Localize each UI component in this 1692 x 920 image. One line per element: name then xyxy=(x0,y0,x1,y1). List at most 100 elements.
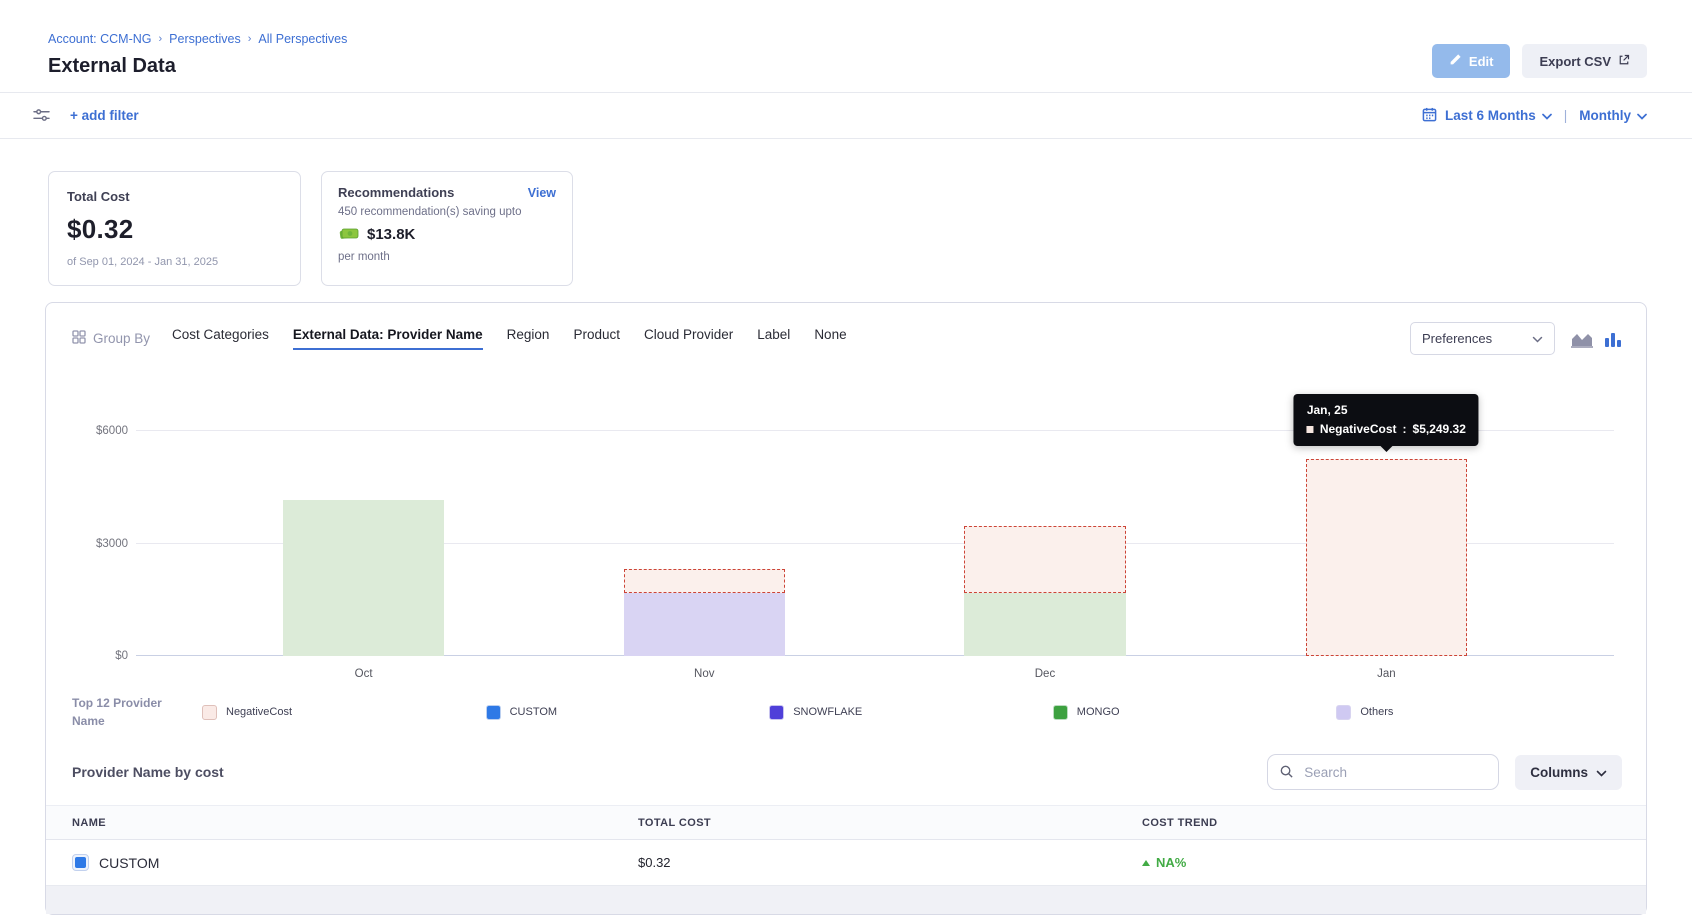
breadcrumb-separator: › xyxy=(158,33,163,45)
legend-label: Others xyxy=(1360,706,1394,718)
tooltip-series-bullet xyxy=(1306,425,1314,433)
summary-cards: Total Cost $0.32 of Sep 01, 2024 - Jan 3… xyxy=(0,139,1692,286)
cost-chart: Jan, 25 NegativeCost : $5,249.32 $0 $3000… xyxy=(74,369,1618,684)
preferences-dropdown[interactable]: Preferences xyxy=(1410,322,1555,355)
chevron-down-icon xyxy=(1637,108,1647,123)
group-by-label: Group By xyxy=(93,331,151,346)
tooltip-separator: : xyxy=(1402,422,1407,437)
gridline xyxy=(136,542,1614,544)
view-recommendations-link[interactable]: View xyxy=(527,185,556,200)
tab-product[interactable]: Product xyxy=(573,327,620,342)
breadcrumb-link[interactable]: Perspectives xyxy=(169,32,241,46)
search-input[interactable] xyxy=(1267,754,1500,790)
grid-icon xyxy=(72,330,86,347)
legend-item-others[interactable]: Others xyxy=(1336,704,1620,720)
trend-up-icon xyxy=(1142,859,1150,866)
legend-item-negativecost[interactable]: NegativeCost xyxy=(202,704,486,720)
breadcrumb-link[interactable]: Account: CCM-NG xyxy=(48,32,152,46)
breadcrumb-separator: › xyxy=(247,33,252,45)
legend-label: NegativeCost xyxy=(226,706,293,718)
table-next-row-partial xyxy=(46,886,1646,914)
legend-swatch xyxy=(1052,704,1068,720)
y-axis-tick: $6000 xyxy=(96,425,128,437)
chevron-down-icon xyxy=(1541,108,1552,123)
legend-swatch xyxy=(769,704,785,720)
page-header: Account: CCM-NG › Perspectives › All Perspec… xyxy=(0,0,1692,93)
x-axis-label: Jan xyxy=(1377,668,1396,680)
bar-chart-icon[interactable] xyxy=(1604,330,1622,348)
table-body: CUSTOM $0.32 NA% xyxy=(46,840,1646,886)
name-cell: CUSTOM xyxy=(46,854,638,871)
x-axis-label: Dec xyxy=(1034,668,1056,680)
add-filter-button[interactable]: + add filter xyxy=(70,108,139,123)
legend-swatch xyxy=(1336,704,1352,720)
tab-cloud-provider[interactable]: Cloud Provider xyxy=(643,327,734,342)
bar-dec-mongo[interactable] xyxy=(964,593,1126,656)
chevron-down-icon xyxy=(1596,765,1607,780)
chart-plot: Jan, 25 NegativeCost : $5,249.32 $0 $3000… xyxy=(96,369,1614,680)
tab-label[interactable]: Label xyxy=(757,327,791,342)
recommendations-card: Recommendations View 450 recommendation(… xyxy=(321,171,573,286)
preferences-label: Preferences xyxy=(1422,331,1493,346)
legend-label: MONGO xyxy=(1076,706,1120,718)
columns-button[interactable]: Columns xyxy=(1515,754,1622,790)
granularity-dropdown[interactable]: Monthly xyxy=(1579,108,1647,123)
tab-external-data-provider-name[interactable]: External Data: Provider Name xyxy=(292,327,483,350)
tooltip-value: $5,249.32 xyxy=(1412,422,1466,437)
group-by-row: Group By Cost Categories External Data: P… xyxy=(46,303,1646,355)
edit-button[interactable]: Edit xyxy=(1431,44,1511,78)
column-header-name: NAME xyxy=(72,816,106,829)
group-by-tabs: Cost Categories External Data: Provider N… xyxy=(172,327,847,350)
columns-label: Columns xyxy=(1530,764,1588,780)
tab-region[interactable]: Region xyxy=(506,327,550,342)
savings-amount: $13.8K xyxy=(367,226,416,243)
legend-item-custom[interactable]: CUSTOM xyxy=(485,704,770,720)
provider-chip xyxy=(72,854,89,871)
trend-percent: NA% xyxy=(1156,855,1187,870)
group-by-label-wrap: Group By xyxy=(72,330,150,347)
money-icon xyxy=(338,224,360,245)
trend-value: NA% xyxy=(1142,855,1646,870)
total-cost-value: $0.32 xyxy=(67,214,134,244)
chevron-down-icon xyxy=(1532,331,1543,346)
cost-trend-cell: NA% xyxy=(1142,855,1646,870)
gridline xyxy=(136,430,1614,431)
tab-none[interactable]: None xyxy=(814,327,847,342)
legend-swatch xyxy=(485,704,501,720)
bar-nov-negativecost[interactable] xyxy=(623,569,785,594)
legend-item-snowflake[interactable]: SNOWFLAKE xyxy=(769,704,1053,720)
search-box xyxy=(1267,754,1500,790)
column-header-total-cost: TOTAL COST xyxy=(638,816,712,829)
legend-item-mongo[interactable]: MONGO xyxy=(1052,704,1337,720)
bar-oct-mongo[interactable] xyxy=(283,499,445,656)
search-icon xyxy=(1279,764,1294,784)
legend-swatch xyxy=(202,704,217,720)
chart-tooltip: Jan, 25 NegativeCost : $5,249.32 xyxy=(1293,394,1479,447)
header-actions: Edit Export CSV xyxy=(1431,44,1647,78)
legend-title: Top 12 Provider Name xyxy=(72,696,162,728)
filter-settings-icon[interactable] xyxy=(33,108,50,123)
time-range-dropdown[interactable]: Last 6 Months xyxy=(1445,108,1552,123)
export-csv-button[interactable]: Export CSV xyxy=(1522,44,1647,78)
table-row[interactable]: CUSTOM $0.32 NA% xyxy=(46,840,1646,886)
tab-cost-categories[interactable]: Cost Categories xyxy=(172,327,269,342)
total-cost-period: of Sep 01, 2024 - Jan 31, 2025 xyxy=(67,256,219,268)
legend-label: SNOWFLAKE xyxy=(793,706,863,718)
breadcrumb-link[interactable]: All Perspectives xyxy=(258,32,348,46)
divider: | xyxy=(1563,108,1568,123)
calendar-icon xyxy=(1422,107,1437,125)
time-controls: Last 6 Months | Monthly xyxy=(1422,107,1647,125)
time-range-label: Last 6 Months xyxy=(1444,108,1536,123)
bar-dec-negativecost[interactable] xyxy=(964,525,1126,594)
y-axis-tick: $3000 xyxy=(96,537,128,550)
total-cost-cell: $0.32 xyxy=(638,855,671,870)
x-axis-label: Nov xyxy=(694,668,715,680)
perspective-panel: Group By Cost Categories External Data: P… xyxy=(45,302,1647,915)
provider-chip-color xyxy=(75,857,86,868)
granularity-label: Monthly xyxy=(1579,108,1631,123)
bar-jan-negativecost[interactable] xyxy=(1305,459,1467,656)
total-cost-card: Total Cost $0.32 of Sep 01, 2024 - Jan 3… xyxy=(48,171,301,286)
area-chart-icon[interactable] xyxy=(1571,330,1593,348)
bar-nov-snowflake[interactable] xyxy=(623,593,785,656)
recommendations-line2: per month xyxy=(338,251,390,263)
